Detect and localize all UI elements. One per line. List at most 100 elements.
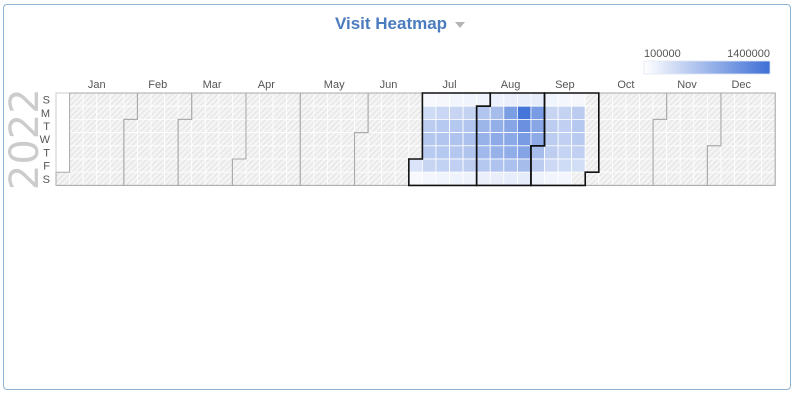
heatmap-cell[interactable] bbox=[82, 132, 98, 147]
heatmap-cell[interactable] bbox=[435, 92, 450, 107]
heatmap-cell[interactable] bbox=[503, 145, 518, 160]
heatmap-cell[interactable] bbox=[137, 132, 152, 147]
heatmap-cell[interactable] bbox=[571, 132, 586, 147]
heatmap-cell[interactable] bbox=[286, 171, 301, 186]
heatmap-cell[interactable] bbox=[218, 132, 233, 147]
heatmap-cell[interactable] bbox=[408, 119, 423, 134]
heatmap-cell[interactable] bbox=[272, 92, 288, 107]
heatmap-cell[interactable] bbox=[720, 92, 735, 107]
heatmap-cell[interactable] bbox=[611, 158, 627, 173]
heatmap-cell[interactable] bbox=[408, 92, 423, 107]
heatmap-cell[interactable] bbox=[150, 158, 165, 173]
heatmap-cell[interactable] bbox=[150, 145, 165, 160]
heatmap-cell[interactable] bbox=[584, 158, 600, 173]
heatmap-cell[interactable] bbox=[299, 92, 315, 107]
heatmap-cell[interactable] bbox=[381, 105, 396, 120]
heatmap-cell[interactable] bbox=[421, 92, 437, 107]
heatmap-cell[interactable] bbox=[449, 132, 464, 147]
heatmap-cell[interactable] bbox=[340, 171, 355, 186]
heatmap-cell[interactable] bbox=[164, 92, 179, 107]
heatmap-cell[interactable] bbox=[55, 171, 70, 186]
heatmap-cell[interactable] bbox=[109, 105, 125, 120]
heatmap-cell[interactable] bbox=[761, 92, 776, 107]
heatmap-cell[interactable] bbox=[326, 119, 342, 134]
heatmap-cell[interactable] bbox=[734, 119, 749, 134]
chart-title-dropdown[interactable]: Visit Heatmap bbox=[335, 14, 466, 34]
heatmap-cell[interactable] bbox=[435, 132, 450, 147]
heatmap-cell[interactable] bbox=[299, 132, 315, 147]
heatmap-cell[interactable] bbox=[679, 158, 695, 173]
heatmap-cell[interactable] bbox=[272, 171, 288, 186]
heatmap-cell[interactable] bbox=[137, 92, 152, 107]
heatmap-cell[interactable] bbox=[204, 158, 220, 173]
heatmap-cell[interactable] bbox=[367, 132, 383, 147]
heatmap-cell[interactable] bbox=[123, 171, 138, 186]
heatmap-cell[interactable] bbox=[571, 158, 586, 173]
heatmap-cell[interactable] bbox=[394, 119, 410, 134]
heatmap-cell[interactable] bbox=[394, 158, 410, 173]
heatmap-cell[interactable] bbox=[489, 105, 505, 120]
heatmap-cell[interactable] bbox=[625, 145, 640, 160]
heatmap-cell[interactable] bbox=[666, 132, 681, 147]
heatmap-cell[interactable] bbox=[340, 158, 355, 173]
heatmap-cell[interactable] bbox=[747, 171, 763, 186]
heatmap-cell[interactable] bbox=[272, 132, 288, 147]
heatmap-cell[interactable] bbox=[557, 132, 573, 147]
heatmap-cell[interactable] bbox=[693, 145, 708, 160]
heatmap-cell[interactable] bbox=[598, 92, 613, 107]
heatmap-cell[interactable] bbox=[720, 145, 735, 160]
heatmap-cell[interactable] bbox=[462, 132, 478, 147]
heatmap-cell[interactable] bbox=[381, 158, 396, 173]
heatmap-cell[interactable] bbox=[652, 119, 668, 134]
heatmap-cell[interactable] bbox=[625, 171, 640, 186]
heatmap-cell[interactable] bbox=[639, 145, 654, 160]
heatmap-cell[interactable] bbox=[544, 105, 559, 120]
heatmap-cell[interactable] bbox=[245, 171, 260, 186]
heatmap-cell[interactable] bbox=[82, 145, 98, 160]
heatmap-cell[interactable] bbox=[449, 145, 464, 160]
heatmap-cell[interactable] bbox=[299, 145, 315, 160]
heatmap-cell[interactable] bbox=[109, 92, 125, 107]
heatmap-cell[interactable] bbox=[449, 119, 464, 134]
heatmap-cell[interactable] bbox=[150, 92, 165, 107]
heatmap-cell[interactable] bbox=[232, 92, 247, 107]
heatmap-cell[interactable] bbox=[69, 171, 84, 186]
heatmap-cell[interactable] bbox=[340, 132, 355, 147]
heatmap-cell[interactable] bbox=[639, 171, 654, 186]
heatmap-cell[interactable] bbox=[367, 171, 383, 186]
heatmap-cell[interactable] bbox=[299, 105, 315, 120]
heatmap-cell[interactable] bbox=[761, 158, 776, 173]
heatmap-cell[interactable] bbox=[69, 132, 84, 147]
heatmap-cell[interactable] bbox=[476, 145, 491, 160]
heatmap-cell[interactable] bbox=[652, 105, 668, 120]
heatmap-cell[interactable] bbox=[204, 92, 220, 107]
heatmap-cell[interactable] bbox=[82, 92, 98, 107]
heatmap-cell[interactable] bbox=[666, 171, 681, 186]
heatmap-cell[interactable] bbox=[462, 171, 478, 186]
heatmap-cell[interactable] bbox=[544, 92, 559, 107]
heatmap-cell[interactable] bbox=[584, 92, 600, 107]
heatmap-cell[interactable] bbox=[367, 105, 383, 120]
heatmap-cell[interactable] bbox=[313, 171, 328, 186]
heatmap-cell[interactable] bbox=[123, 119, 138, 134]
heatmap-cell[interactable] bbox=[286, 119, 301, 134]
heatmap-cell[interactable] bbox=[421, 132, 437, 147]
heatmap-cell[interactable] bbox=[367, 145, 383, 160]
heatmap-cell[interactable] bbox=[272, 145, 288, 160]
heatmap-cell[interactable] bbox=[150, 132, 165, 147]
heatmap-cell[interactable] bbox=[489, 132, 505, 147]
heatmap-cell[interactable] bbox=[123, 158, 138, 173]
heatmap-cell[interactable] bbox=[747, 92, 763, 107]
heatmap-cell[interactable] bbox=[232, 132, 247, 147]
heatmap-cell[interactable] bbox=[598, 105, 613, 120]
heatmap-cell[interactable] bbox=[693, 92, 708, 107]
heatmap-cell[interactable] bbox=[177, 132, 193, 147]
heatmap-cell[interactable] bbox=[408, 158, 423, 173]
heatmap-cell[interactable] bbox=[679, 145, 695, 160]
heatmap-cell[interactable] bbox=[734, 145, 749, 160]
heatmap-cell[interactable] bbox=[706, 145, 722, 160]
heatmap-cell[interactable] bbox=[96, 158, 111, 173]
heatmap-cell[interactable] bbox=[747, 105, 763, 120]
heatmap-cell[interactable] bbox=[503, 171, 518, 186]
heatmap-cell[interactable] bbox=[204, 119, 220, 134]
